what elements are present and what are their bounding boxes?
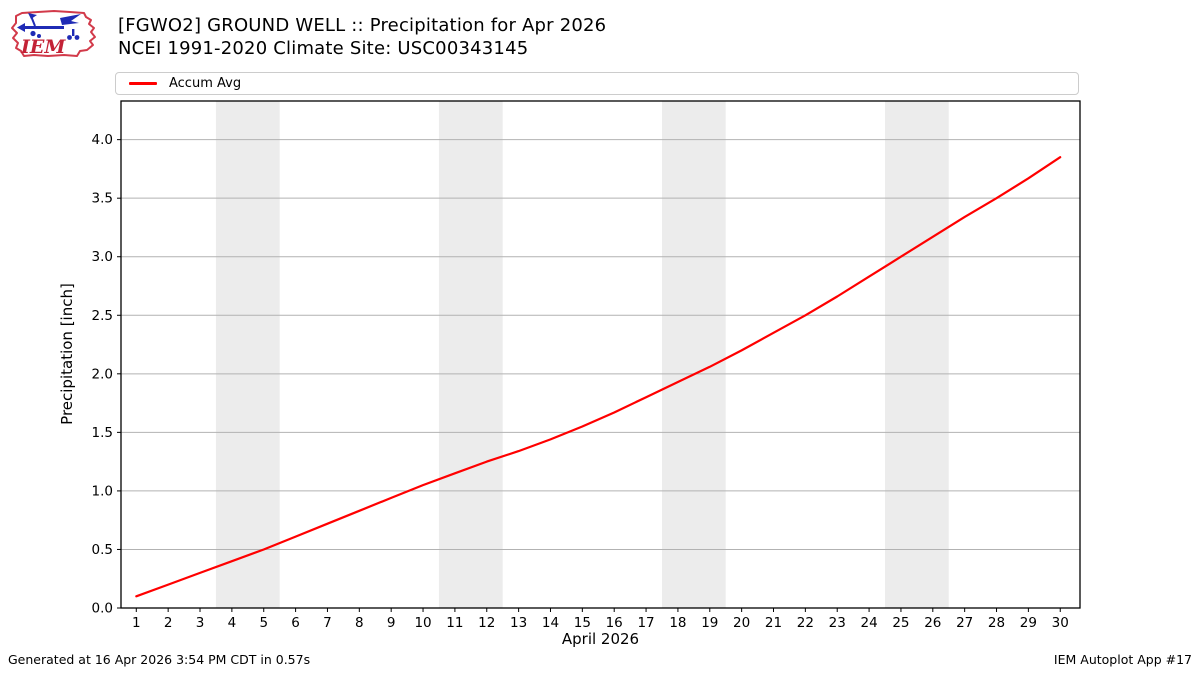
app-credit: IEM Autoplot App #17 bbox=[1053, 652, 1192, 667]
x-tick-label: 23 bbox=[829, 615, 846, 631]
x-tick-label: 7 bbox=[323, 615, 332, 631]
x-tick-label: 25 bbox=[892, 615, 909, 631]
weekend-band bbox=[438, 101, 503, 608]
x-tick-label: 16 bbox=[606, 615, 623, 631]
y-tick-label: 1.0 bbox=[92, 483, 113, 499]
x-tick-label: 21 bbox=[765, 615, 782, 631]
y-tick-label: 4.0 bbox=[92, 132, 113, 148]
x-tick-label: 3 bbox=[196, 615, 205, 631]
x-tick-label: 26 bbox=[924, 615, 941, 631]
x-tick-label: 13 bbox=[510, 615, 527, 631]
x-tick-label: 17 bbox=[637, 615, 654, 631]
x-tick-label: 30 bbox=[1052, 615, 1069, 631]
x-tick-label: 10 bbox=[414, 615, 431, 631]
x-tick-label: 22 bbox=[797, 615, 814, 631]
weekend-band bbox=[661, 101, 726, 608]
x-tick-label: 14 bbox=[542, 615, 559, 631]
x-tick-label: 18 bbox=[669, 615, 686, 631]
x-tick-label: 24 bbox=[860, 615, 877, 631]
y-tick-label: 2.5 bbox=[92, 308, 113, 324]
x-tick-label: 5 bbox=[259, 615, 268, 631]
x-tick-label: 6 bbox=[291, 615, 300, 631]
x-tick-label: 29 bbox=[1020, 615, 1037, 631]
x-tick-label: 1 bbox=[132, 615, 141, 631]
weekend-band bbox=[885, 101, 949, 608]
x-tick-label: 8 bbox=[355, 615, 364, 631]
chart-title: [FGWO2] GROUND WELL :: Precipitation for… bbox=[118, 15, 607, 36]
y-tick-label: 3.5 bbox=[92, 191, 113, 207]
generated-timestamp: Generated at 16 Apr 2026 3:54 PM CDT in … bbox=[8, 652, 311, 667]
x-tick-label: 9 bbox=[387, 615, 396, 631]
x-tick-label: 20 bbox=[733, 615, 750, 631]
plot-border bbox=[120, 100, 1081, 609]
accum-avg-line bbox=[135, 156, 1062, 598]
y-tick-label: 0.5 bbox=[92, 542, 113, 558]
legend-line-swatch bbox=[129, 82, 157, 85]
legend-box: Accum Avg bbox=[115, 72, 1079, 95]
chart-subtitle: NCEI 1991-2020 Climate Site: USC00343145 bbox=[118, 38, 529, 59]
weekend-band bbox=[215, 101, 280, 608]
y-tick-label: 1.5 bbox=[92, 425, 113, 441]
x-tick-label: 15 bbox=[574, 615, 591, 631]
y-tick-label: 2.0 bbox=[92, 366, 113, 382]
x-tick-label: 19 bbox=[701, 615, 718, 631]
x-tick-label: 11 bbox=[446, 615, 463, 631]
x-tick-label: 12 bbox=[478, 615, 495, 631]
x-tick-label: 2 bbox=[164, 615, 173, 631]
iem-logo: IEM bbox=[11, 10, 96, 58]
y-tick-label: 3.0 bbox=[92, 249, 113, 265]
legend-label: Accum Avg bbox=[169, 76, 242, 91]
x-axis-label: April 2026 bbox=[561, 630, 640, 648]
logo-text: IEM bbox=[20, 36, 66, 58]
x-tick-label: 4 bbox=[228, 615, 237, 631]
y-axis-label: Precipitation [inch] bbox=[58, 283, 76, 425]
y-tick-label: 0.0 bbox=[92, 601, 113, 617]
weather-vane-icon bbox=[17, 13, 81, 40]
x-tick-label: 27 bbox=[956, 615, 973, 631]
x-tick-label: 28 bbox=[988, 615, 1005, 631]
